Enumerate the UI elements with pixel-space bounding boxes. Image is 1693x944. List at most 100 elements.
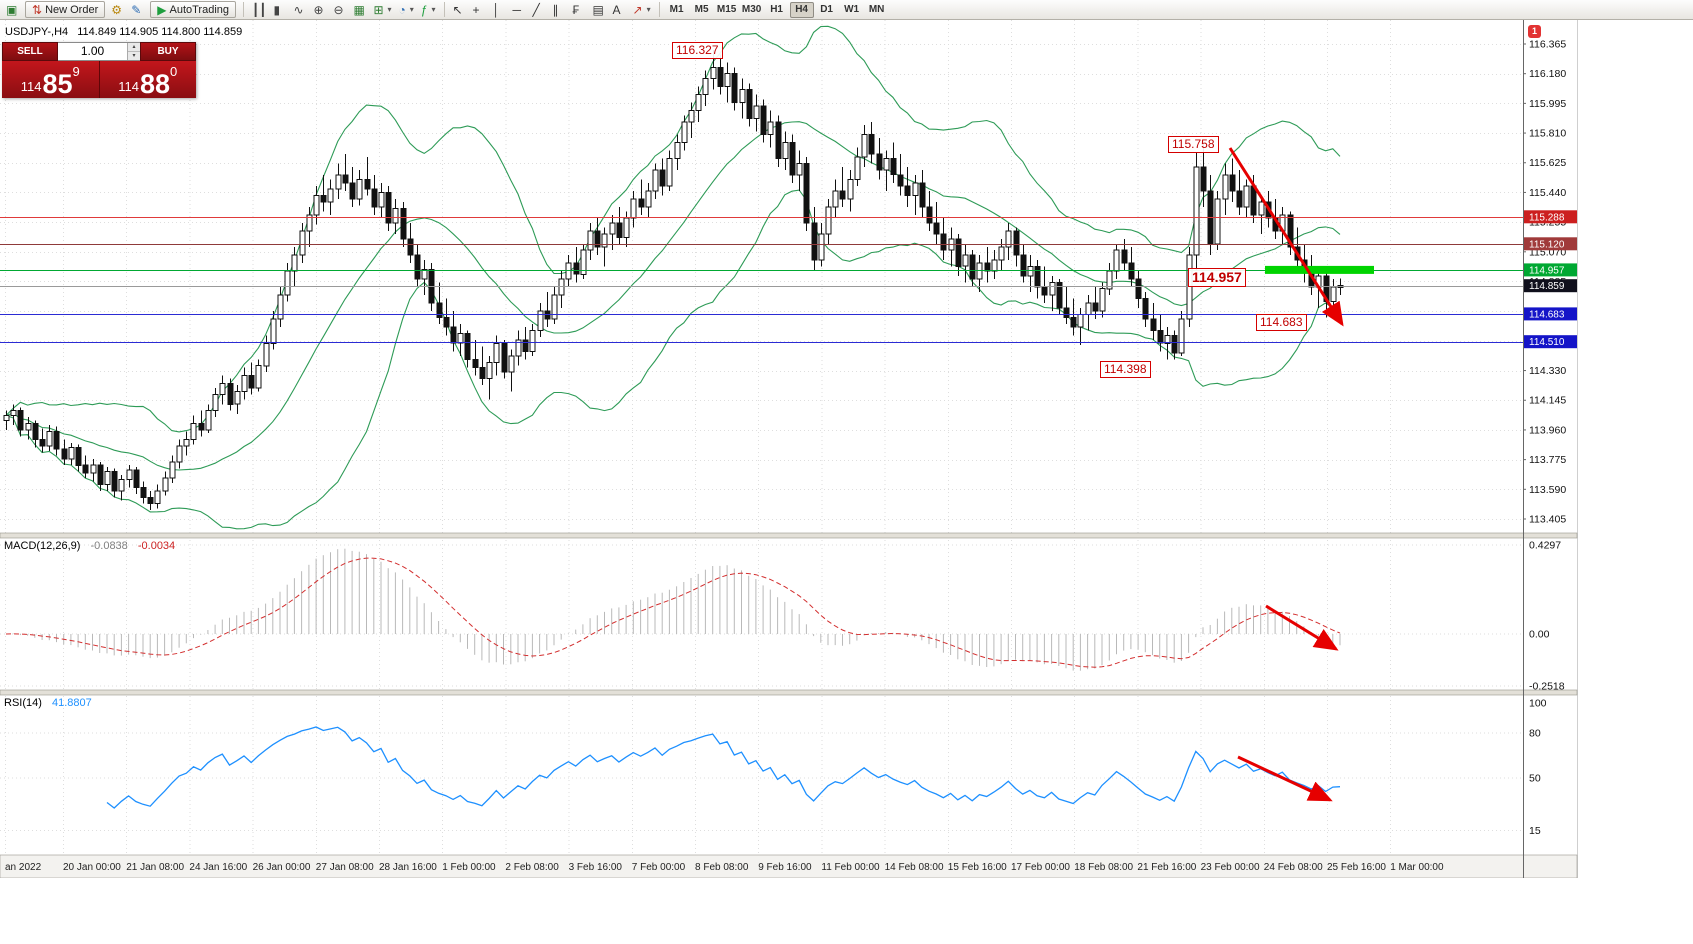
candlestick-chart-icon[interactable]: ▮ (270, 1, 289, 18)
price-callout[interactable]: 115.758 (1168, 136, 1219, 153)
pane-separator[interactable] (0, 689, 1578, 696)
svg-text:2 Feb 08:00: 2 Feb 08:00 (505, 862, 559, 873)
symbol-ohlc-line: USDJPY-,H4 114.849 114.905 114.800 114.8… (5, 26, 248, 38)
price-callout[interactable]: 116.327 (672, 42, 723, 59)
grid-icon[interactable]: ▤ (590, 1, 609, 18)
buy-button[interactable]: BUY (140, 42, 196, 61)
macd-hist-value: -0.0838 (90, 540, 128, 552)
trendline-icon[interactable]: ╱ (530, 1, 549, 18)
svg-text:15: 15 (1529, 825, 1541, 837)
timeframe-h1[interactable]: H1 (765, 2, 789, 18)
arrows-icon[interactable]: ↗ ▾ (630, 1, 654, 18)
timeframe-menu-icon[interactable]: ◔ ▾ (396, 1, 417, 18)
svg-text:8 Feb 08:00: 8 Feb 08:00 (695, 862, 749, 873)
cursor-icon[interactable]: ↖ (450, 1, 469, 18)
new-order-button[interactable]: ⇅ New Order (25, 1, 106, 18)
svg-text:17 Feb 00:00: 17 Feb 00:00 (1011, 862, 1070, 873)
buy-price-figure: 114 (118, 79, 139, 94)
sell-price[interactable]: 114 85 9 (2, 61, 99, 98)
zoom-in-icon[interactable]: ⊕ (310, 1, 329, 18)
svg-text:14 Feb 08:00: 14 Feb 08:00 (885, 862, 944, 873)
chart-canvas[interactable]: 116.365 116.180 115.995 115.810 115.625 115.4… (0, 20, 1693, 878)
rsi-value: 41.8807 (51, 697, 92, 709)
zoom-out-icon[interactable]: ⊖ (330, 1, 349, 18)
timeframe-h4[interactable]: H4 (789, 1, 814, 18)
timeframe-m15[interactable]: M15 (715, 2, 739, 18)
dropdown-caret-icon: ▾ (409, 5, 414, 14)
fibonacci-icon[interactable]: ₣ (570, 1, 589, 18)
horizontal-line-icon[interactable]: ─ (510, 1, 529, 18)
pane-separator[interactable] (0, 532, 1578, 539)
volume-down-icon[interactable]: ▾ (128, 52, 140, 60)
volume-field[interactable]: 1.00 ▴ ▾ (58, 42, 140, 61)
timeframe-m5[interactable]: M5 (690, 2, 714, 18)
indicators-icon[interactable]: ƒ ▾ (418, 1, 439, 18)
svg-text:0.00: 0.00 (1529, 629, 1550, 641)
timeframe-m1[interactable]: M1 (665, 2, 689, 18)
new-order-button-label: New Order (45, 3, 99, 16)
svg-text:26 Jan 00:00: 26 Jan 00:00 (253, 862, 311, 873)
sell-price-point: 9 (72, 64, 80, 79)
zoom-out-icon: ⊖ (333, 2, 344, 17)
chart-shot-icon[interactable]: ✎ (128, 1, 147, 18)
trend-arrows[interactable] (1228, 147, 1344, 802)
svg-text:21 Feb 16:00: 21 Feb 16:00 (1137, 862, 1196, 873)
indicators-icon: ƒ (420, 2, 428, 17)
line-chart-icon[interactable]: ∿ (290, 1, 309, 18)
text-icon[interactable]: A (610, 1, 629, 18)
new-window-icon: ▣ (6, 2, 18, 17)
buy-price[interactable]: 114 88 0 (99, 61, 196, 98)
svg-text:an 2022: an 2022 (5, 862, 42, 873)
horizontal-levels[interactable] (0, 216, 1523, 344)
svg-text:114.957: 114.957 (1529, 265, 1565, 276)
svg-text:28 Jan 16:00: 28 Jan 16:00 (379, 862, 437, 873)
svg-text:18 Feb 08:00: 18 Feb 08:00 (1074, 862, 1133, 873)
timeframe-m30[interactable]: M30 (740, 2, 764, 18)
cursor-icon: ↖ (452, 2, 463, 17)
zoom-in-icon: ⊕ (313, 2, 324, 17)
svg-text:24 Feb 08:00: 24 Feb 08:00 (1264, 862, 1323, 873)
new-chart-icon[interactable]: ⊞ ▾ (370, 1, 394, 18)
volume-value: 1.00 (80, 44, 105, 58)
macd-label: MACD(12,26,9) -0.0838 -0.0034 (4, 540, 175, 552)
sell-button[interactable]: SELL (2, 42, 58, 61)
price-callout[interactable]: 114.398 (1100, 361, 1151, 378)
expert-advisors-icon[interactable]: ⚙ (108, 1, 127, 18)
new-window-icon[interactable]: ▣ (3, 1, 22, 18)
svg-text:114.859: 114.859 (1529, 281, 1565, 292)
svg-text:116.365: 116.365 (1529, 39, 1566, 51)
time-scale[interactable] (0, 854, 1578, 878)
tile-windows-icon[interactable]: ▦ (350, 1, 369, 18)
timeframe-mn[interactable]: MN (865, 2, 889, 18)
price-callout[interactable]: 114.957 (1188, 268, 1246, 287)
price-scale[interactable] (1523, 20, 1577, 855)
macd-name: MACD(12,26,9) (4, 540, 81, 552)
grid (0, 20, 1523, 855)
new-order-icon: ⇅ (32, 2, 43, 17)
svg-text:27 Jan 08:00: 27 Jan 08:00 (316, 862, 374, 873)
bar-chart-icon: ┃┃ (252, 2, 267, 17)
price-callout[interactable]: 114.683 (1256, 314, 1307, 331)
crosshair-icon[interactable]: + (470, 1, 489, 18)
volume-up-icon[interactable]: ▴ (128, 43, 140, 52)
svg-text:11 Feb 00:00: 11 Feb 00:00 (821, 862, 880, 873)
svg-text:113.405: 113.405 (1529, 514, 1566, 526)
candlestick-series (3, 50, 1344, 511)
autotrading-button[interactable]: ▶ AutoTrading (150, 1, 237, 18)
svg-text:25 Feb 16:00: 25 Feb 16:00 (1327, 862, 1386, 873)
macd-indicator (5, 548, 1341, 671)
bar-chart-icon[interactable]: ┃┃ (249, 1, 269, 18)
svg-text:-0.2518: -0.2518 (1529, 681, 1565, 693)
timeframe-w1[interactable]: W1 (840, 2, 864, 18)
svg-text:115.810: 115.810 (1529, 128, 1566, 140)
svg-text:115.070: 115.070 (1529, 246, 1566, 258)
svg-text:116.180: 116.180 (1529, 68, 1566, 80)
svg-text:113.960: 113.960 (1529, 424, 1566, 436)
channel-icon[interactable]: ∥ (550, 1, 569, 18)
timeframe-d1[interactable]: D1 (815, 2, 839, 18)
svg-text:113.775: 113.775 (1529, 454, 1566, 466)
vertical-line-icon[interactable]: │ (490, 1, 509, 18)
alert-badge[interactable]: 1 (1528, 25, 1541, 38)
support-highlight[interactable] (1265, 265, 1374, 274)
toolbar-separator (443, 2, 445, 17)
